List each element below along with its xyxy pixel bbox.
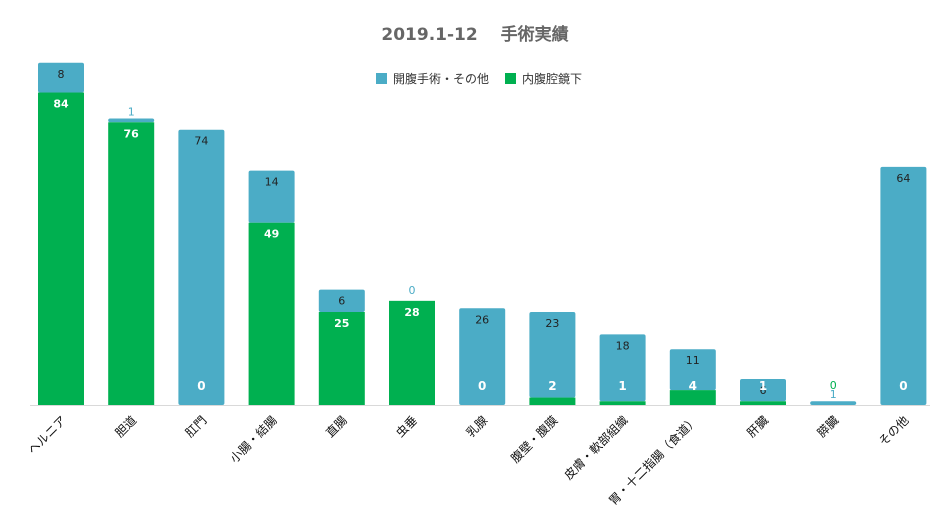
data-label-open-surgery-2: 74 <box>194 135 208 148</box>
data-label-open-surgery-0: 8 <box>58 68 65 81</box>
data-label-laparoscopic-7: 2 <box>548 379 556 393</box>
legend-swatch-laparoscopic <box>505 73 517 84</box>
data-label-laparoscopic-0: 84 <box>53 98 69 111</box>
data-label-open-surgery-4: 6 <box>338 295 345 308</box>
legend-item-open-surgery[interactable]: 開腹手術・その他 <box>376 70 489 87</box>
legend-label-open-surgery: 開腹手術・その他 <box>393 72 490 86</box>
data-label-open-surgery-1: 1 <box>128 105 135 118</box>
data-label-laparoscopic-9: 4 <box>689 379 697 393</box>
bar-open-surgery-11 <box>810 401 857 405</box>
data-label-open-surgery-10: 6 <box>760 384 767 397</box>
bar-open-surgery-8 <box>599 334 646 402</box>
x-tick-label-2: 肛門 <box>183 413 210 440</box>
bar-open-surgery-10 <box>740 378 786 402</box>
x-tick-label-7: 腹壁・腹膜 <box>507 413 560 466</box>
data-label-laparoscopic-3: 49 <box>264 228 279 241</box>
bar-open-surgery-9 <box>669 349 716 391</box>
bar-open-surgery-12 <box>880 166 927 405</box>
x-tick-label-11: 膵臓 <box>814 413 841 440</box>
chart-title: 2019.1-12 手術実績 <box>381 25 569 45</box>
bar-open-surgery-2 <box>178 129 225 405</box>
bar-laparoscopic-4 <box>318 312 365 405</box>
bar-open-surgery-3 <box>248 170 295 223</box>
legend: 開腹手術・その他 内腹腔鏡下 <box>376 70 598 87</box>
data-label-open-surgery-11: 1 <box>830 388 837 401</box>
data-label-laparoscopic-10: 1 <box>759 379 767 393</box>
bar-laparoscopic-7 <box>529 397 576 405</box>
data-label-open-surgery-12: 64 <box>896 172 910 185</box>
data-label-open-surgery-7: 23 <box>545 317 559 330</box>
bar-open-surgery-4 <box>318 289 365 312</box>
data-label-laparoscopic-5: 28 <box>404 306 419 319</box>
legend-label-laparoscopic: 内腹腔鏡下 <box>522 72 583 86</box>
bar-open-surgery-1 <box>108 118 155 123</box>
bar-laparoscopic-3 <box>248 222 295 405</box>
x-tick-label-12: その他 <box>876 413 911 448</box>
data-label-laparoscopic-2: 0 <box>197 379 205 393</box>
data-label-open-surgery-5: 0 <box>409 284 416 297</box>
data-label-laparoscopic-6: 0 <box>478 379 486 393</box>
legend-item-laparoscopic[interactable]: 内腹腔鏡下 <box>505 70 582 87</box>
data-label-open-surgery-6: 26 <box>475 313 489 326</box>
x-tick-label-8: 皮膚・軟部組織 <box>561 413 631 483</box>
bar-open-surgery-6 <box>459 308 506 405</box>
bar-open-surgery-0 <box>38 62 84 93</box>
bar-laparoscopic-10 <box>740 401 786 405</box>
legend-swatch-open-surgery <box>376 73 387 84</box>
bar-laparoscopic-5 <box>389 300 435 405</box>
x-tick-label-3: 小腸・結腸 <box>227 413 279 465</box>
data-label-open-surgery-9: 11 <box>686 354 700 367</box>
x-tick-label-10: 肝臓 <box>744 413 771 440</box>
x-tick-label-1: 胆道 <box>112 413 139 440</box>
x-tick-label-0: ヘルニア <box>25 413 69 457</box>
bar-open-surgery-7 <box>529 312 576 398</box>
data-label-laparoscopic-4: 25 <box>334 317 349 330</box>
x-tick-label-5: 虫垂 <box>393 413 420 440</box>
bar-laparoscopic-9 <box>669 390 716 405</box>
data-label-open-surgery-3: 14 <box>265 176 279 189</box>
data-label-laparoscopic-1: 76 <box>124 127 140 140</box>
bar-laparoscopic-0 <box>38 92 84 406</box>
x-tick-label-4: 直腸 <box>323 413 350 440</box>
data-label-laparoscopic-12: 0 <box>899 379 907 393</box>
bar-laparoscopic-1 <box>108 122 155 405</box>
data-label-laparoscopic-8: 1 <box>618 379 626 393</box>
x-tick-label-6: 乳腺 <box>463 413 490 440</box>
data-label-open-surgery-8: 18 <box>616 339 630 352</box>
data-label-laparoscopic-11: 0 <box>830 379 837 392</box>
bar-laparoscopic-8 <box>599 401 646 405</box>
